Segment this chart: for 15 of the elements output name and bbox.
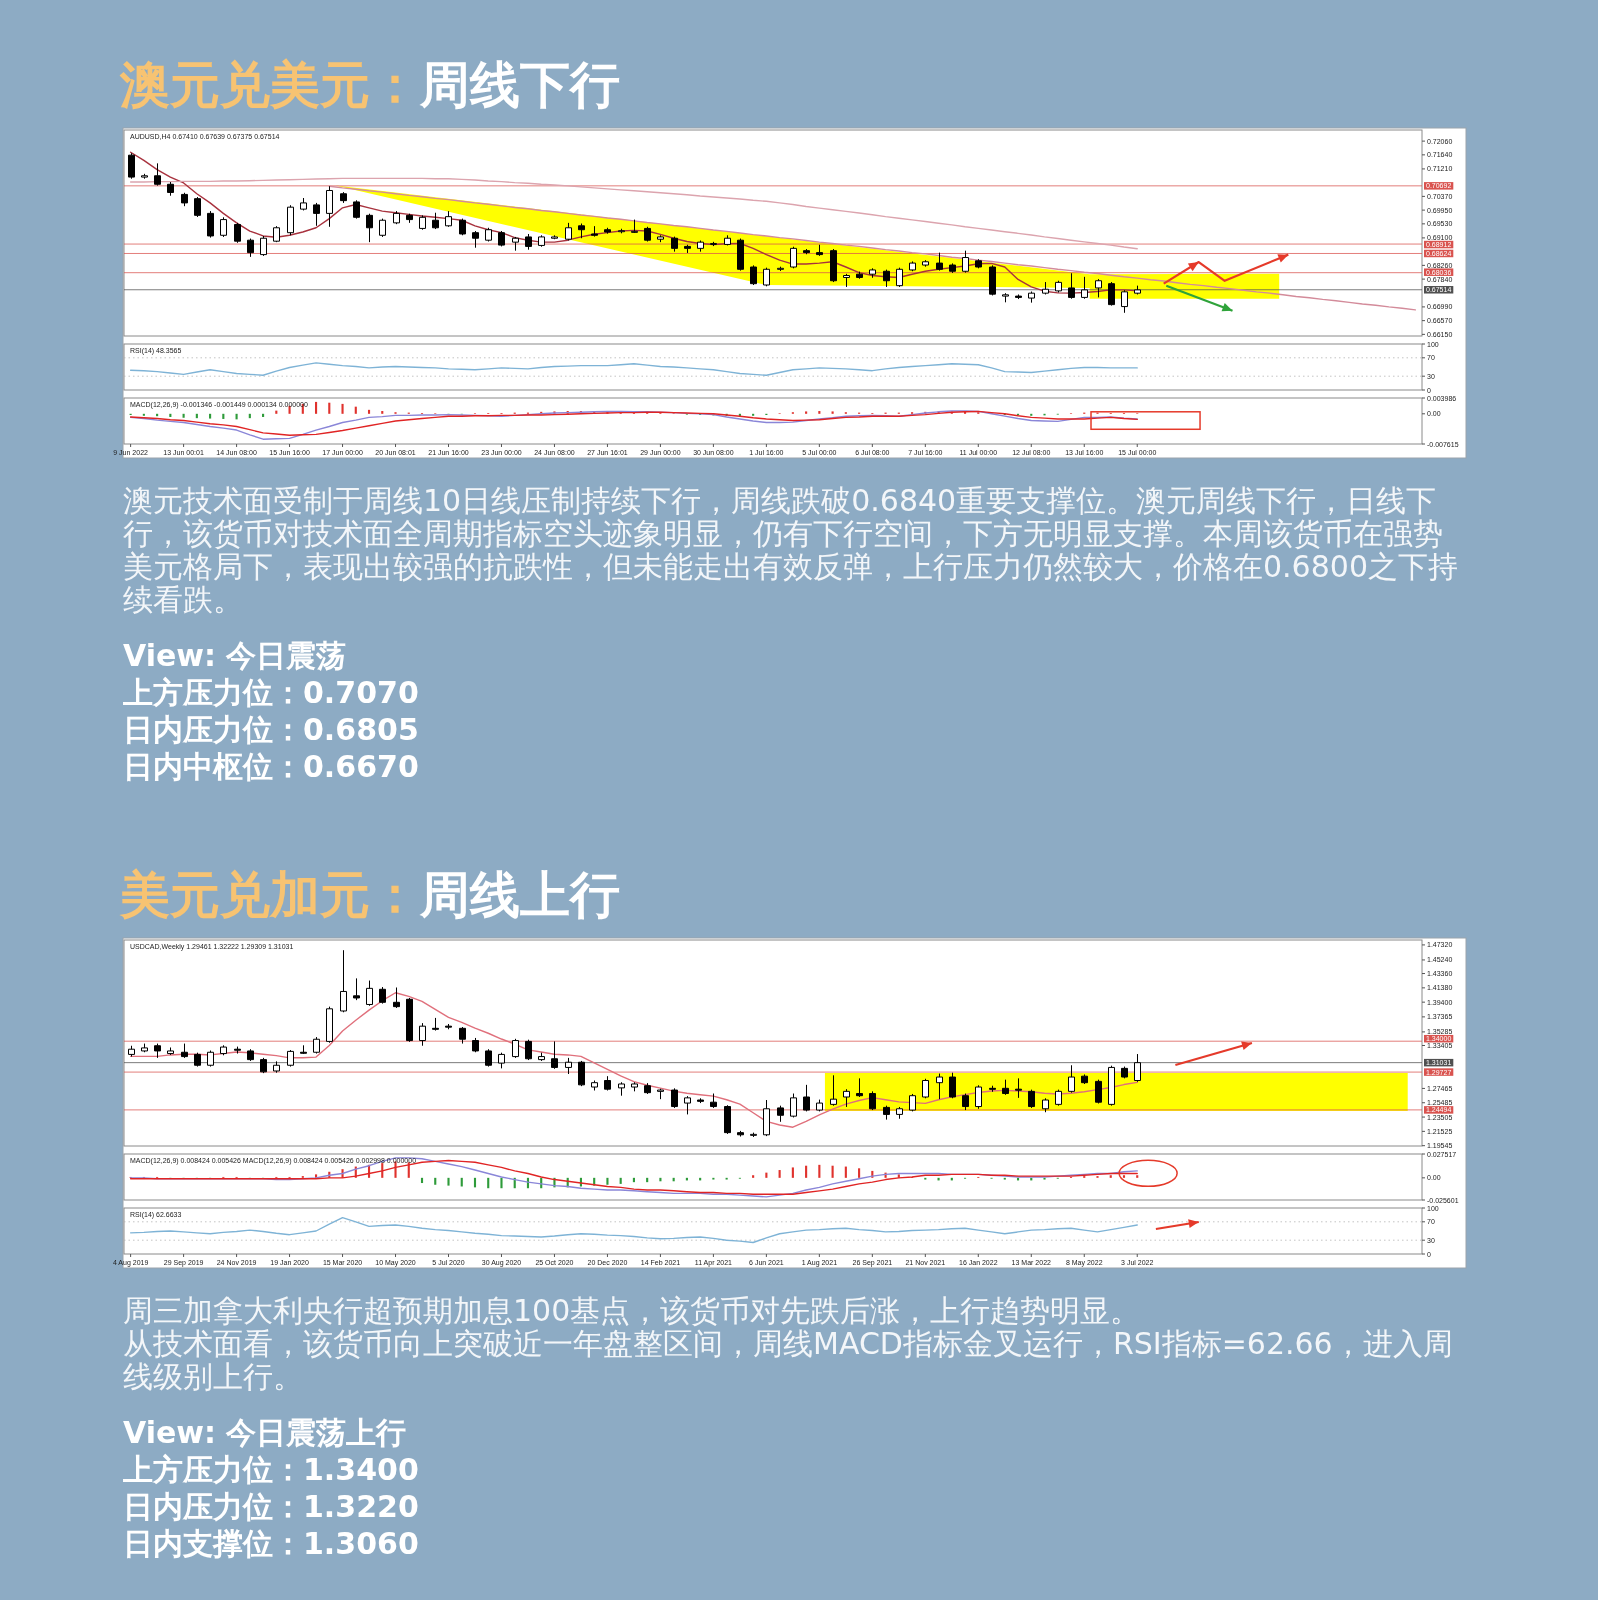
text: 日内压力位：0.6805 (123, 711, 419, 747)
chart-title: 美元兑加元： (119, 866, 420, 924)
text: 周三加拿大利央行超预期加息100基点，该货币对先跌后涨，上行趋势明显。 (123, 1292, 1141, 1328)
chart-subtitle: 周线下行 (419, 56, 620, 114)
chart-subtitle: 周线上行 (419, 866, 620, 924)
text: 上方压力位：1.3400 (122, 1451, 419, 1487)
text: 日内中枢位：0.6670 (123, 748, 419, 784)
text: 日内支撑位：1.3060 (123, 1525, 419, 1561)
text: 从技术面看，该货币向上突破近一年盘整区间，周线MACD指标金叉运行，RSI指标=62.66，进入周线级别上行。 (123, 1325, 1453, 1394)
text: 上方压力位：0.7070 (122, 674, 419, 710)
text: 日内压力位：1.3220 (123, 1488, 419, 1524)
text: 澳元技术面受制于周线10日线压制持续下行，周线跌破0.6840重要支撑位。澳元周线下行，日线下行，该货币对技术面全周期指标空头迹象明显，仍有下行空间，下方无明显支撑。本周该货币在强势美元格局下，表现出较强的抗跌性，但未能走出有效反弹，上行压力仍然较大，价格在0.6800之下持续看跌。 (123, 482, 1458, 617)
text: View: 今日震荡上行 (123, 1414, 407, 1450)
chart-title: 澳元兑美元： (119, 56, 420, 114)
text: View: 今日震荡 (123, 637, 347, 673)
